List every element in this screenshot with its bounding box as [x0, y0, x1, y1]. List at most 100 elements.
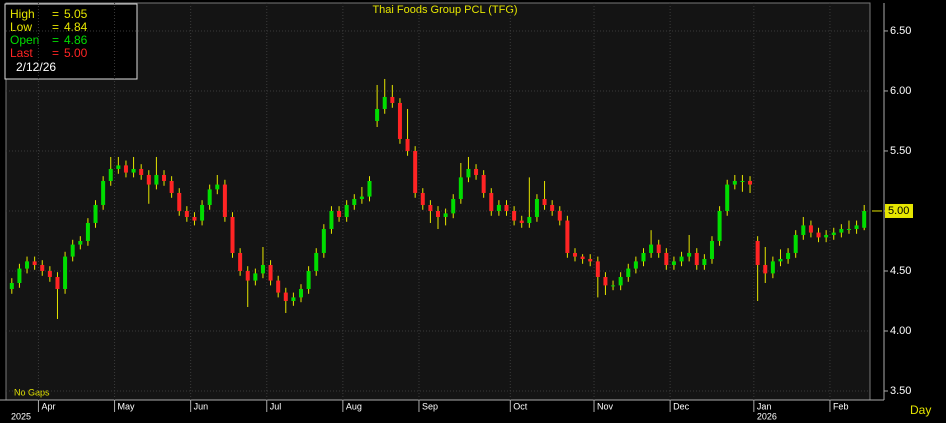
candle-body: [786, 252, 791, 259]
candle-body: [405, 138, 410, 151]
info-box: High = 5.05 Low = 4.84 Open = 4.86 Last = 5.00 2/12/…: [4, 3, 138, 80]
candle-body: [824, 234, 829, 238]
candle-body: [177, 192, 182, 211]
y-tick-label: 3.50: [890, 385, 911, 397]
y-tick-label: 5.50: [890, 145, 911, 157]
candle-body: [344, 204, 349, 217]
candle-body: [527, 216, 532, 223]
x-tick-label: Dec: [673, 401, 690, 411]
candle-body: [420, 192, 425, 205]
y-tick-label: 4.00: [890, 325, 911, 337]
candle-body: [603, 276, 608, 286]
y-tick-label: 4.50: [890, 265, 911, 277]
info-label: Open: [10, 33, 39, 47]
candle-body: [70, 244, 75, 257]
x-tick-label: Nov: [597, 401, 614, 411]
candle-body: [329, 210, 334, 229]
candle-body: [519, 220, 524, 223]
last-marker-box: [885, 203, 913, 218]
x-unit: Day: [910, 403, 931, 417]
candle-body: [352, 198, 357, 205]
candle-body: [588, 258, 593, 262]
candle-body: [101, 180, 106, 205]
candle-body: [428, 204, 433, 211]
candle-body: [55, 276, 60, 289]
candle-body: [321, 228, 326, 253]
info-value: 5.05: [64, 7, 88, 21]
candle-body: [580, 256, 585, 259]
candle-body: [268, 264, 273, 281]
candle-body: [687, 252, 692, 257]
info-separator: =: [52, 33, 59, 47]
candle-body: [732, 180, 737, 185]
candle-body: [595, 261, 600, 277]
candle-body: [702, 258, 707, 265]
candle-body: [390, 96, 395, 103]
candle-body: [230, 216, 235, 253]
candle-body: [169, 180, 174, 193]
year-label: 2025: [11, 411, 31, 421]
candle-body: [801, 225, 806, 235]
candle-body: [25, 261, 30, 269]
candle-body: [466, 168, 471, 178]
candle-body: [451, 198, 456, 214]
candle-body: [557, 210, 562, 221]
x-tick-label: Apr: [41, 401, 55, 411]
candle-body: [9, 282, 14, 289]
candle-body: [162, 174, 167, 181]
candle-body: [572, 252, 577, 257]
candle-body: [314, 252, 319, 271]
candle-body: [679, 256, 684, 262]
info-value: 4.84: [64, 20, 88, 34]
candle-body: [649, 244, 654, 253]
candle-body: [260, 264, 265, 274]
candle-body: [367, 180, 372, 197]
info-label: Low: [10, 20, 32, 34]
candle-body: [375, 108, 380, 121]
candle-body: [397, 102, 402, 139]
candle-body: [512, 210, 517, 221]
y-tick-label: 6.00: [890, 85, 911, 97]
candle-body: [276, 280, 281, 293]
candle-body: [192, 216, 197, 221]
candle-body: [207, 189, 212, 205]
candle-body: [611, 285, 616, 287]
candle-body: [359, 196, 364, 199]
candle-body: [694, 252, 699, 265]
candle-body: [306, 270, 311, 289]
candle-body: [839, 228, 844, 233]
candle-body: [481, 174, 486, 193]
info-date: 2/12/26: [16, 60, 56, 74]
candle-body: [436, 210, 440, 217]
candle-body: [85, 222, 90, 241]
candle-body: [854, 225, 859, 229]
candle-body: [808, 225, 813, 233]
candle-body: [47, 270, 52, 277]
x-tick-label: May: [118, 401, 136, 411]
candle-body: [671, 261, 676, 265]
candle-body: [78, 240, 83, 245]
candle-body: [763, 264, 768, 274]
candle-body: [291, 297, 296, 301]
candle-body: [656, 244, 661, 253]
info-value: 5.00: [64, 46, 88, 60]
candle-body: [542, 198, 547, 205]
candle-body: [846, 228, 851, 230]
candle-body: [725, 184, 730, 211]
candle-body: [565, 220, 570, 253]
info-label: Last: [10, 46, 33, 60]
info-label: High: [10, 7, 35, 21]
chart-title: Thai Foods Group PCL (TFG): [372, 4, 517, 16]
candle-body: [245, 270, 250, 281]
candle-body: [382, 96, 387, 109]
candle-body: [93, 204, 98, 223]
x-tick-label: Feb: [833, 401, 849, 411]
x-tick-label: Oct: [513, 401, 528, 411]
candle-body: [664, 252, 669, 265]
candle-body: [709, 240, 714, 259]
candle-body: [283, 292, 288, 301]
candle-body: [184, 210, 189, 217]
candle-body: [116, 165, 121, 169]
candle-body: [489, 192, 494, 211]
